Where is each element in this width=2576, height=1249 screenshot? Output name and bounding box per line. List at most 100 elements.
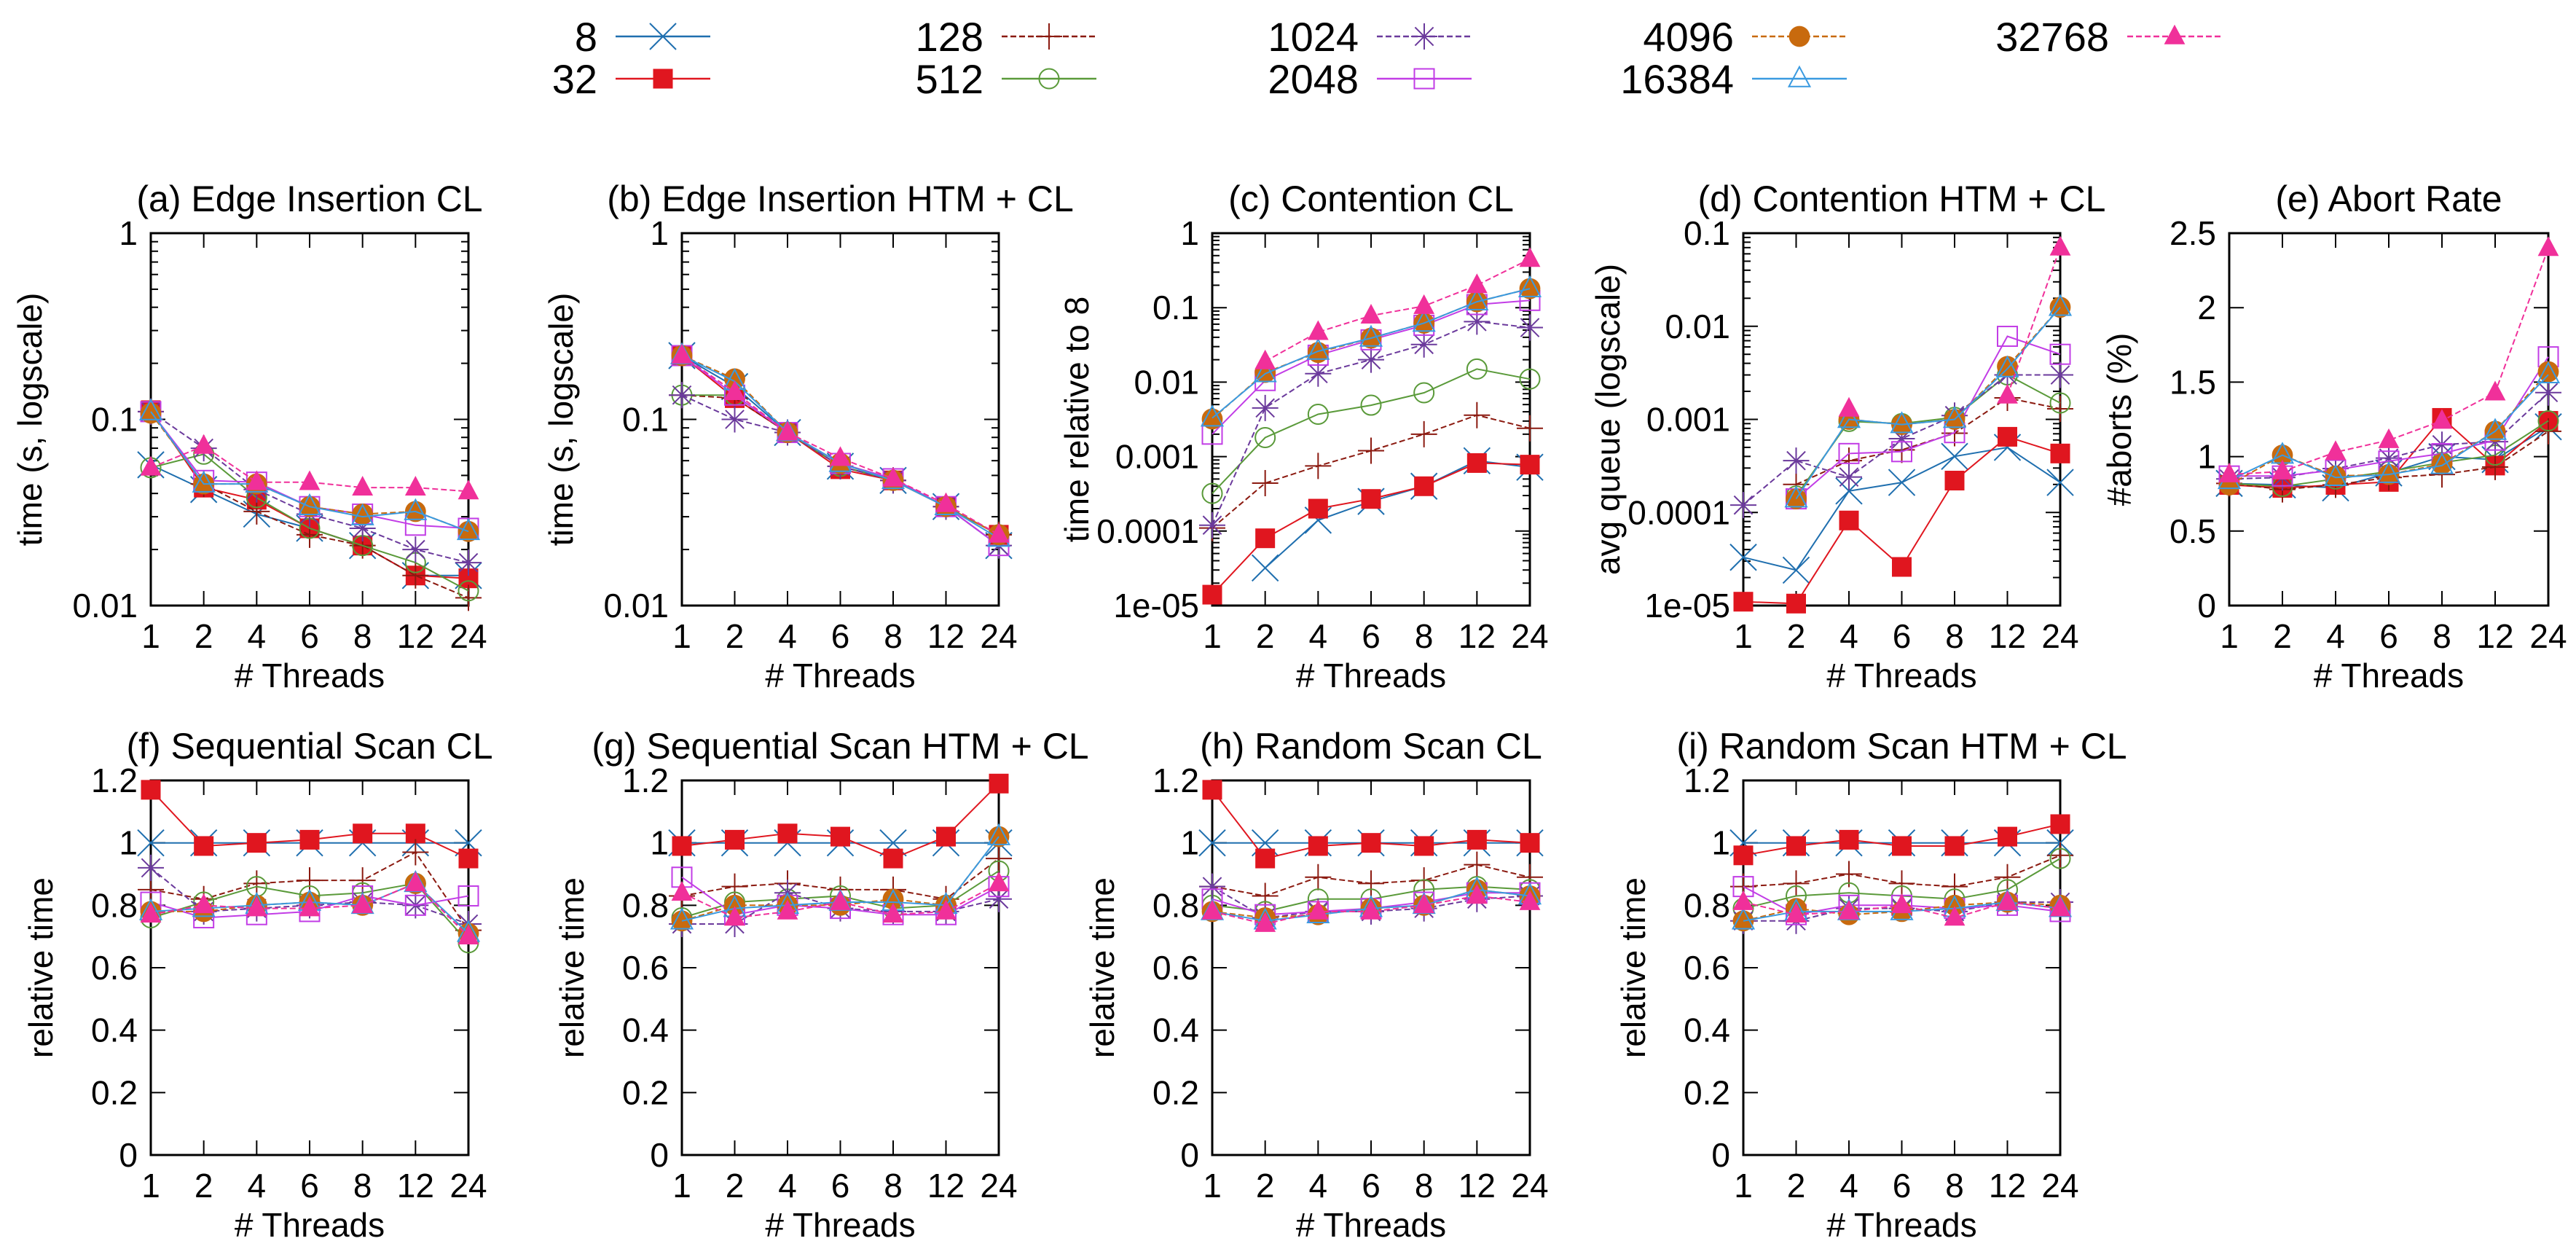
y-tick-label: 0.01 — [603, 587, 669, 624]
data-point — [1888, 870, 1915, 897]
y-tick-label: 0.4 — [91, 1011, 138, 1049]
data-point — [458, 580, 479, 602]
x-tick-label: 4 — [1309, 617, 1328, 655]
panel-g: (g) Sequential Scan HTM + CL 0 0.2 0.4 0.6 0.… — [553, 726, 1089, 1244]
series-line — [1795, 307, 2061, 500]
y-tick-label: 1.2 — [1152, 761, 1199, 799]
data-point — [2483, 418, 2508, 440]
legend-marker-open-square — [1413, 68, 1435, 90]
panels: (a) Edge Insertion CL0.010.111 2 4 6 8 12 24# … — [11, 179, 2567, 1244]
y-tick-label: 0 — [2197, 587, 2216, 624]
series-line — [1265, 460, 1531, 569]
y-tick-label: 0.0001 — [1627, 493, 1730, 531]
x-tick-label: 2 — [1787, 617, 1806, 655]
x-tick-label: 6 — [1893, 1167, 1912, 1205]
data-point — [1464, 308, 1491, 335]
data-point — [1998, 426, 2017, 447]
legend-entry-128: 128 — [916, 14, 1096, 60]
y-tick-label: 1.2 — [91, 761, 138, 799]
data-point — [1307, 404, 1329, 426]
data-point — [1839, 510, 1859, 530]
y-tick-label: 1e-05 — [1113, 587, 1199, 624]
series-32 — [1202, 453, 1540, 605]
series-32 — [1733, 814, 2070, 866]
data-point — [1255, 848, 1276, 869]
x-tick-label: 12 — [1458, 1167, 1496, 1205]
legend-label: 128 — [916, 14, 983, 60]
series-32 — [141, 780, 479, 869]
data-point — [140, 455, 162, 476]
data-point — [1414, 476, 1434, 496]
data-point — [1201, 899, 1223, 920]
data-point — [404, 475, 426, 496]
legend-marker-open-circle — [1038, 68, 1060, 90]
x-tick-label: 12 — [1989, 617, 2026, 655]
data-point — [1786, 836, 1806, 856]
x-tick-label: 6 — [831, 617, 850, 655]
data-point — [1890, 411, 1914, 434]
y-tick-label: 0.8 — [1684, 886, 1730, 924]
x-tick-label: 1 — [1734, 617, 1753, 655]
data-point — [1892, 557, 1912, 577]
data-point — [299, 470, 321, 490]
y-tick-label: 2 — [2197, 289, 2216, 326]
x-axis-title: # Threads — [765, 657, 915, 694]
x-axis-title: # Threads — [1826, 1206, 1976, 1244]
data-point — [989, 773, 1009, 794]
data-point — [1783, 447, 1810, 474]
data-point — [352, 893, 374, 914]
data-point — [1520, 455, 1540, 475]
data-point — [1733, 845, 1754, 866]
data-point — [777, 420, 798, 441]
data-point — [458, 885, 479, 907]
panel-title: (i) Random Scan HTM + CL — [1676, 726, 2127, 767]
data-point — [1998, 826, 2017, 847]
y-tick-label: 1 — [2197, 438, 2216, 476]
data-point — [1414, 836, 1434, 856]
series-8 — [1729, 434, 2074, 584]
data-point — [458, 479, 479, 500]
y-tick-label: 1 — [1180, 214, 1199, 252]
data-point — [986, 845, 1012, 872]
y-tick-label: 0.0001 — [1096, 512, 1199, 550]
legend-marker-x — [649, 23, 677, 50]
data-point — [1944, 894, 1966, 916]
data-point — [1729, 544, 1757, 571]
data-point — [986, 823, 1011, 845]
data-point — [1837, 406, 1861, 428]
data-point — [455, 584, 482, 611]
data-point — [1254, 912, 1276, 932]
data-point — [1410, 331, 1437, 358]
data-point — [350, 503, 374, 525]
series-128 — [1783, 385, 2073, 498]
data-point — [246, 896, 267, 917]
series-line — [150, 411, 469, 533]
x-tick-label: 4 — [248, 1167, 267, 1205]
data-point — [1786, 593, 1806, 614]
y-tick-label: 0 — [650, 1136, 669, 1174]
data-point — [1839, 829, 1859, 850]
data-point — [402, 536, 429, 563]
y-axis-title: #aborts (%) — [2100, 333, 2138, 506]
x-tick-label: 4 — [2326, 617, 2345, 655]
data-point — [1413, 382, 1435, 404]
data-point — [1997, 383, 2018, 404]
data-point — [1252, 470, 1279, 497]
data-point — [1997, 326, 2018, 348]
data-point — [349, 514, 376, 541]
y-tick-label: 0.2 — [91, 1073, 138, 1111]
data-point — [1731, 907, 1756, 930]
data-point — [724, 380, 745, 400]
x-tick-label: 1 — [672, 1167, 691, 1205]
x-tick-label: 8 — [1415, 617, 1434, 655]
data-point — [2049, 235, 2071, 256]
series-line — [2229, 374, 2549, 482]
series-512 — [1786, 364, 2071, 507]
x-tick-label: 12 — [397, 1167, 434, 1205]
data-point — [988, 522, 1010, 543]
y-tick-label: 0.6 — [622, 949, 669, 987]
panel-title: (e) Abort Rate — [2275, 179, 2502, 219]
data-point — [1307, 342, 1329, 364]
data-point — [2537, 236, 2559, 257]
data-point — [1942, 406, 1967, 428]
